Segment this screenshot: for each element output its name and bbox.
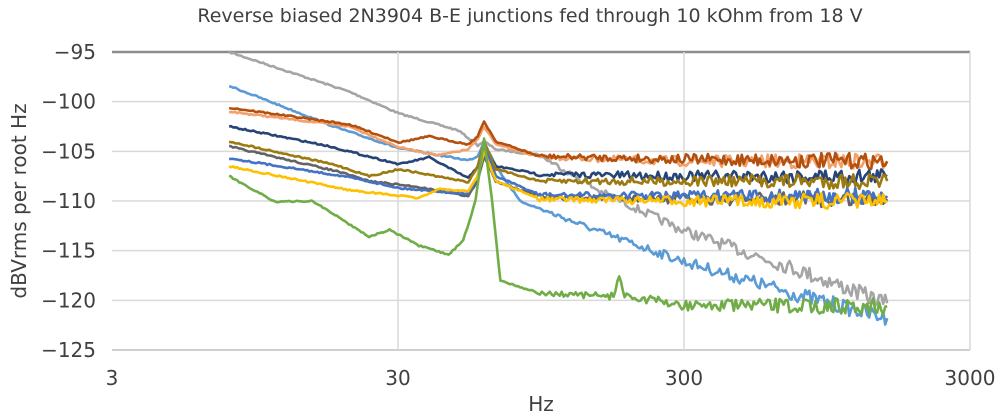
chart-title: Reverse biased 2N3904 B-E junctions fed …	[197, 5, 862, 27]
y-tick-label: −100	[41, 90, 96, 114]
series-line-4	[228, 106, 889, 171]
series-lines	[228, 50, 889, 326]
series-line-9	[228, 150, 888, 210]
y-tick-label: −95	[54, 40, 96, 64]
x-tick-label: 3000	[945, 366, 996, 390]
y-tick-label: −110	[41, 189, 96, 213]
y-tick-label: −115	[41, 239, 96, 263]
x-tick-label: 30	[385, 366, 410, 390]
series-line-1	[228, 50, 889, 308]
series-line-2	[228, 84, 889, 326]
series-line-5	[228, 124, 888, 185]
x-axis-label: Hz	[528, 392, 554, 414]
y-axis-label: dBVrms per root Hz	[7, 103, 31, 298]
y-tick-label: −120	[41, 288, 96, 312]
y-tick-label: −125	[41, 338, 96, 362]
x-axis-ticks: 3 30 300 3000	[106, 366, 996, 390]
series-line-6	[228, 139, 889, 191]
series-line-10	[228, 137, 888, 316]
x-tick-label: 300	[665, 366, 703, 390]
y-axis-ticks: −95 −100 −105 −110 −115 −120 −125	[41, 40, 96, 362]
x-tick-label: 3	[106, 366, 119, 390]
y-tick-label: −105	[41, 139, 96, 163]
